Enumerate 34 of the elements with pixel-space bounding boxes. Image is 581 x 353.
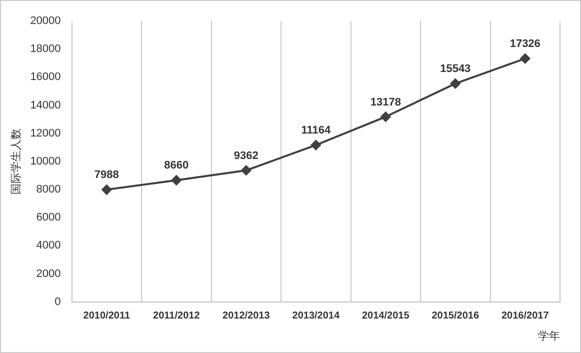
x-tick-label: 2015/2016 [432,310,480,322]
data-label: 17326 [510,38,540,50]
x-tick-label: 2010/2011 [83,310,130,322]
data-label: 15543 [440,63,471,76]
point [450,78,460,89]
data-label: 7988 [94,169,119,182]
y-tick-label: 8000 [36,184,61,196]
x-tick-label: 2016/2017 [501,310,550,322]
y-tick-label: 10000 [30,155,61,168]
data-label: 11164 [301,124,332,137]
data-label: 13178 [370,96,401,108]
y-tick-label: 14000 [30,99,61,112]
point [310,140,321,150]
y-tick-label: 4000 [36,240,61,252]
x-tick-label: 2011/2012 [153,310,200,322]
x-tick-label: 2014/2015 [362,310,410,322]
y-tick-label: 20000 [30,15,61,28]
y-tick-label: 18000 [30,43,61,56]
y-tick-label: 16000 [30,71,61,84]
point [520,54,530,64]
point [380,112,391,122]
y-tick-label: 6000 [36,212,61,224]
x-axis-title: 学年 [538,330,560,342]
y-tick-label: 0 [54,296,61,308]
x-tick-label: 2013/2014 [292,310,340,322]
point [171,175,182,186]
y-axis-title: 国际学生人数 [10,128,23,194]
data-label: 8660 [164,160,189,172]
y-tick-label: 2000 [36,268,61,280]
x-tick-label: 2012/2013 [222,310,270,322]
point [241,165,252,176]
y-tick-label: 12000 [30,127,61,140]
data-label: 9362 [234,150,258,162]
point [102,184,112,195]
